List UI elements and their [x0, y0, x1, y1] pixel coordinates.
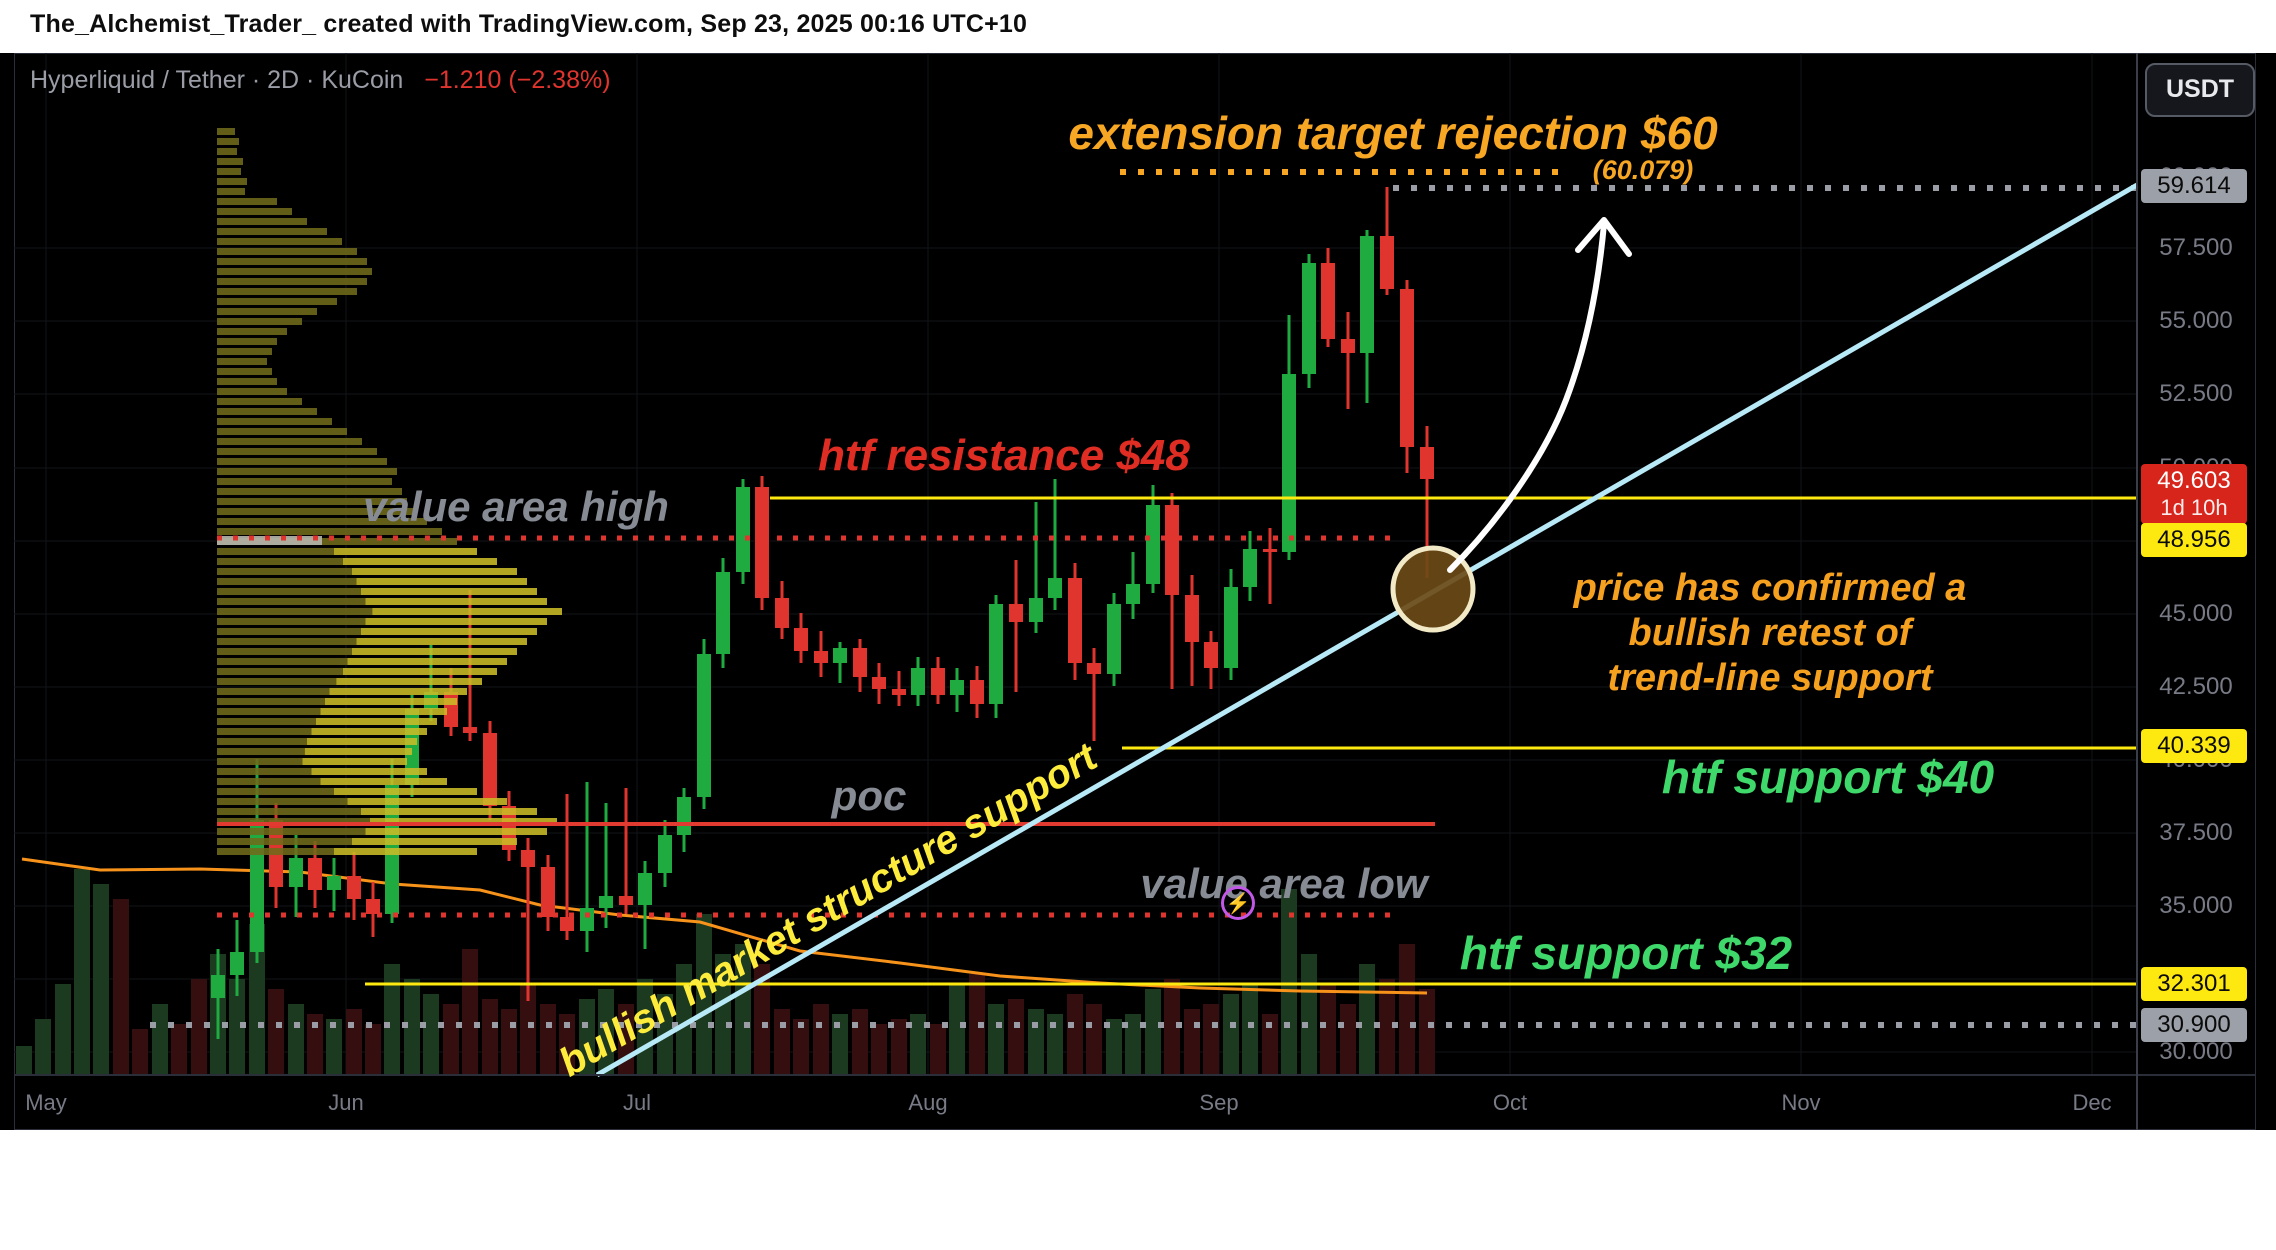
annotation-extension-target[interactable]: extension target rejection $60 [1068, 106, 1718, 159]
annotation-target-price[interactable]: (60.079) [1592, 155, 1694, 186]
time-tick: Sep [1199, 1090, 1239, 1115]
attribution-text: The_Alchemist_Trader_ created with Tradi… [30, 10, 1028, 38]
price-badge: 59.614 [2141, 169, 2247, 203]
time-tick: Nov [1781, 1090, 1821, 1115]
symbol-legend[interactable]: Hyperliquid / Tether · 2D · KuCoin −1.21… [30, 66, 611, 95]
price-tick: 30.000 [2159, 1038, 2233, 1065]
price-badge: 40.339 [2141, 729, 2247, 763]
boost-flash-icon[interactable]: ⚡ [1221, 886, 1255, 920]
annotation-value-area-low[interactable]: value area low [1140, 860, 1428, 908]
annotation-poc[interactable]: poc [831, 772, 907, 820]
time-tick: Dec [2072, 1090, 2112, 1115]
price-tick: 52.500 [2159, 380, 2233, 407]
price-badge: 30.900 [2141, 1008, 2247, 1042]
time-tick: May [25, 1090, 67, 1115]
price-change: −1.210 (−2.38%) [424, 66, 611, 94]
footer: TradingView [0, 1130, 2276, 1250]
annotation-htf-support-32[interactable]: htf support $32 [1459, 926, 1793, 979]
annotation-htf-resistance[interactable]: htf resistance $48 [818, 431, 1190, 481]
annotation-value-area-high[interactable]: value area high [363, 483, 669, 531]
symbol-title: Hyperliquid / Tether · 2D · KuCoin [30, 66, 404, 94]
annotation-retest-note[interactable]: price has confirmed a bullish retest of tr… [1573, 566, 1967, 699]
attribution-bar: The_Alchemist_Trader_ created with Tradi… [0, 0, 2276, 53]
price-tick: 37.500 [2159, 819, 2233, 846]
price-tick: 35.000 [2159, 892, 2233, 919]
time-tick: Aug [908, 1090, 948, 1115]
price-badge: 32.301 [2141, 967, 2247, 1001]
price-tick: 45.000 [2159, 600, 2233, 627]
price-tick: 42.500 [2159, 673, 2233, 700]
price-tick: 57.500 [2159, 234, 2233, 261]
currency-toggle-button[interactable]: USDT [2145, 63, 2255, 117]
price-tick: 55.000 [2159, 307, 2233, 334]
price-badge: 49.603 1d 10h [2141, 464, 2247, 524]
price-badge: 48.956 [2141, 523, 2247, 557]
annotation-htf-support-40[interactable]: htf support $40 [1661, 750, 1995, 803]
time-tick: Jul [622, 1090, 652, 1115]
time-tick: Jun [328, 1090, 364, 1115]
time-tick: Oct [1492, 1090, 1528, 1115]
